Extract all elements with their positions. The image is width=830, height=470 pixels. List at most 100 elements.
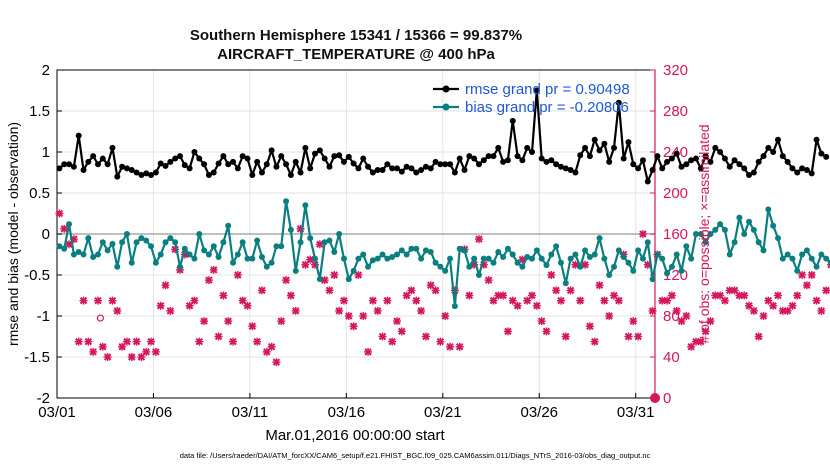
bias-point [201, 247, 208, 254]
bias-point [615, 247, 622, 254]
rmse-point [56, 165, 63, 172]
x-tick-label: 03/26 [520, 404, 558, 421]
rmse-point [254, 158, 261, 165]
bias-point [56, 243, 63, 250]
rmse-point [90, 153, 97, 160]
obs-assimilated-marker [585, 322, 594, 331]
rmse-point [562, 165, 569, 172]
rmse-point [639, 157, 646, 164]
legend-label: rmse grand pr = 0.90498 [465, 81, 630, 98]
bias-point [234, 251, 241, 258]
obs-assimilated-marker [392, 317, 401, 326]
obs-possible-marker [96, 314, 105, 322]
y2-tick-label: 40 [663, 349, 680, 366]
bias-point [818, 251, 825, 258]
bias-point [312, 255, 319, 262]
bias-point [172, 239, 179, 246]
bias-point [408, 245, 415, 252]
rmse-point [620, 155, 627, 162]
rmse-point [143, 170, 150, 177]
rmse-point [196, 155, 203, 162]
bias-point [80, 251, 87, 258]
bias-point [774, 235, 781, 242]
obs-assimilated-marker [84, 337, 93, 346]
bias-point [230, 259, 237, 266]
rmse-point [451, 169, 458, 176]
bias-point [529, 255, 536, 262]
bias-point [654, 251, 661, 258]
chart-title-line1: Southern Hemisphere 15341 / 15366 = 99.8… [189, 27, 523, 44]
obs-assimilated-marker [672, 306, 681, 315]
bias-point [596, 235, 603, 242]
obs-assimilated-marker [720, 296, 729, 305]
obs-assimilated-marker [499, 291, 508, 300]
rmse-point [365, 163, 372, 170]
bias-point [673, 251, 680, 258]
bias-point [553, 243, 560, 250]
obs-assimilated-marker [421, 332, 430, 341]
rmse-point [784, 158, 791, 165]
obs-assimilated-marker [532, 301, 541, 310]
obs-assimilated-marker [335, 306, 344, 315]
bias-point [239, 239, 246, 246]
bias-point [538, 255, 545, 262]
rmse-point [119, 163, 126, 170]
bias-point [601, 255, 608, 262]
rmse-point [606, 158, 613, 165]
rmse-point [524, 144, 531, 151]
bias-point [292, 267, 299, 274]
rmse-point [731, 157, 738, 164]
rmse-point [750, 169, 757, 176]
obs-assimilated-marker [769, 301, 778, 310]
rmse-point [760, 153, 767, 160]
rmse-point [567, 167, 574, 174]
obs-assimilated-marker [267, 342, 276, 351]
obs-assimilated-marker [291, 306, 300, 315]
rmse-point [321, 155, 328, 162]
rmse-point [104, 161, 111, 168]
data-file-note: data file: /Users/raeder/DAI/ATM_forcXX/… [179, 451, 651, 460]
bias-point [418, 255, 425, 262]
rmse-point [500, 158, 507, 165]
bias-point [639, 255, 646, 262]
bias-point [461, 247, 468, 254]
rmse-point [664, 158, 671, 165]
rmse-point [668, 155, 675, 162]
obs-assimilated-marker [272, 358, 281, 367]
rmse-point [707, 158, 714, 165]
rmse-point [278, 153, 285, 160]
rmse-point [312, 150, 319, 157]
obs-assimilated-marker [638, 230, 647, 238]
bias-point [94, 251, 101, 258]
rmse-point [157, 160, 164, 167]
bias-point [128, 259, 135, 266]
bias-point [215, 253, 222, 260]
bias-point [519, 263, 526, 270]
rmse-point [557, 163, 564, 170]
rmse-point [644, 178, 651, 185]
rmse-point [205, 171, 212, 178]
bias-point [509, 251, 516, 258]
rmse-point [553, 161, 560, 168]
obs-assimilated-marker [325, 286, 334, 295]
rmse-point [615, 99, 622, 106]
x-axis-label: Mar.01,2016 00:00:00 start [265, 427, 445, 444]
x-tick-label: 03/06 [135, 404, 173, 421]
rmse-point [490, 153, 497, 160]
bias-point [808, 255, 815, 262]
rmse-point [418, 167, 425, 174]
obs-assimilated-marker [233, 271, 242, 279]
legend-marker [442, 85, 450, 93]
bias-point [586, 253, 593, 260]
rmse-point [509, 117, 516, 124]
rmse-point [148, 171, 155, 178]
rmse-point [586, 153, 593, 160]
obs-assimilated-marker [542, 327, 551, 336]
bias-point [90, 253, 97, 260]
obs-assimilated-marker [339, 296, 348, 305]
rmse-point [432, 158, 439, 165]
obs-assimilated-marker [436, 337, 445, 346]
bias-point [611, 263, 618, 270]
obs-assimilated-marker [74, 337, 83, 346]
bias-point [355, 255, 362, 262]
